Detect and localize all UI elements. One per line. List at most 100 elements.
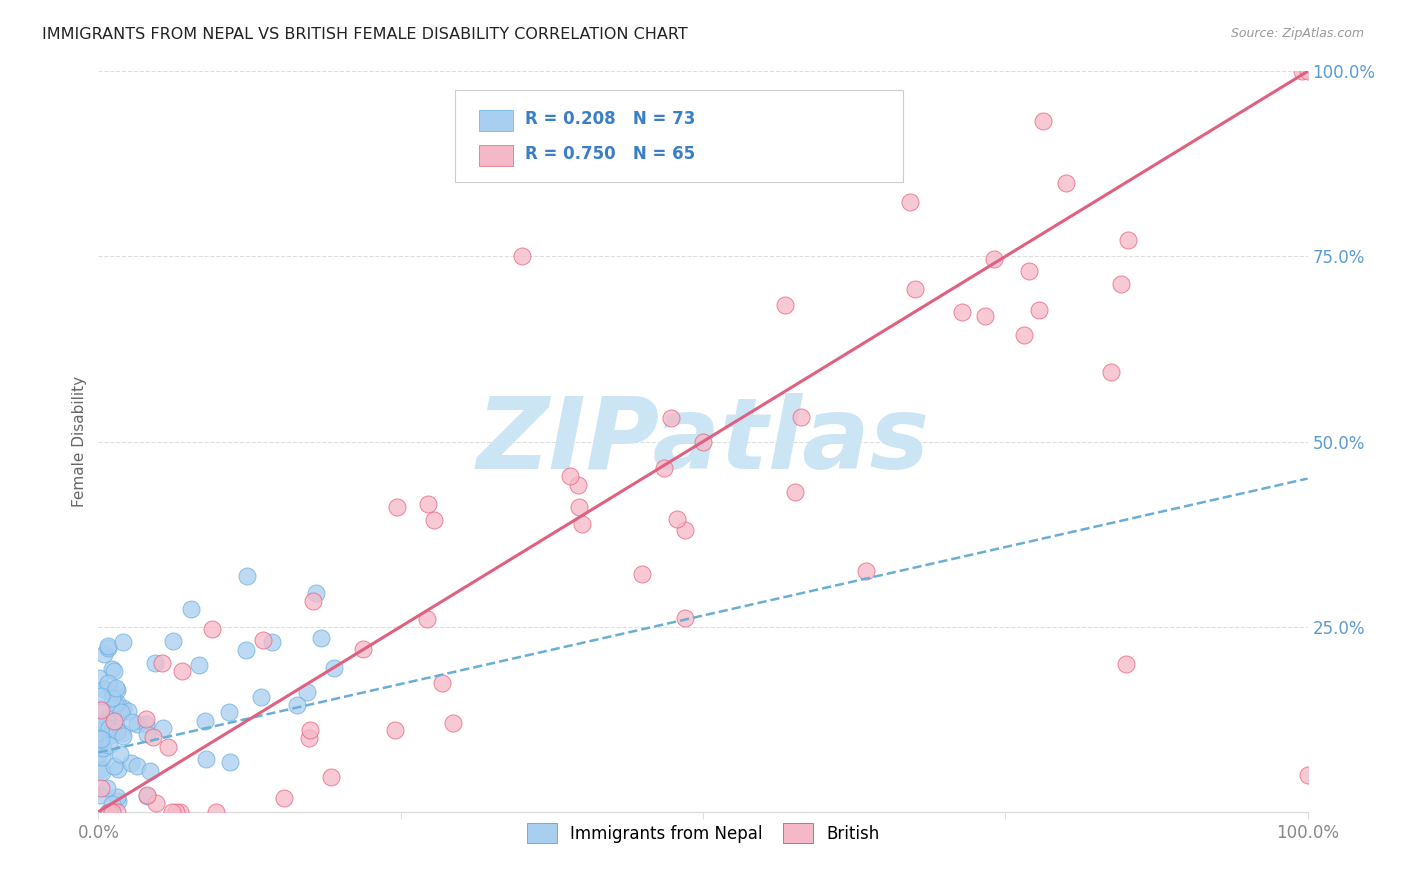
Point [97, 640, 120, 655]
Point [162, 634, 184, 648]
Point [558, 469, 581, 483]
Point [90, 689, 112, 703]
Point [91, 749, 114, 764]
Point [97, 805, 120, 819]
Point [205, 805, 228, 819]
Text: ZIPatlas: ZIPatlas [477, 393, 929, 490]
Point [298, 731, 321, 745]
Point [121, 715, 143, 730]
Point [665, 512, 688, 526]
Point [135, 788, 157, 802]
Point [385, 500, 408, 515]
Point [1109, 277, 1132, 291]
FancyBboxPatch shape [479, 110, 513, 130]
Point [89, 731, 111, 746]
Point [219, 755, 242, 769]
Point [90, 780, 112, 795]
Point [152, 721, 174, 735]
Point [160, 805, 183, 819]
Point [898, 194, 921, 209]
Point [120, 756, 142, 770]
Point [87, 747, 110, 761]
Point [571, 517, 593, 532]
Point [673, 523, 696, 537]
Point [93, 647, 115, 661]
Point [145, 797, 167, 811]
Point [107, 762, 129, 776]
Point [236, 569, 259, 583]
Point [111, 725, 134, 739]
Point [90, 741, 112, 756]
Point [93, 681, 115, 696]
Point [950, 305, 973, 319]
Text: R = 0.208   N = 73: R = 0.208 N = 73 [526, 110, 696, 128]
Point [441, 715, 464, 730]
Point [100, 691, 122, 706]
Point [93, 722, 115, 736]
Point [135, 716, 157, 731]
Point [135, 789, 157, 804]
Point [299, 723, 322, 737]
Point [98, 721, 121, 735]
Point [105, 789, 128, 804]
Point [96, 711, 118, 725]
Point [432, 675, 454, 690]
Point [103, 759, 125, 773]
Point [568, 500, 591, 515]
Point [125, 717, 148, 731]
FancyBboxPatch shape [479, 145, 513, 166]
Point [790, 409, 813, 424]
Point [157, 739, 180, 754]
Point [285, 698, 308, 713]
Point [631, 567, 654, 582]
Point [352, 641, 374, 656]
Point [904, 282, 927, 296]
Point [125, 759, 148, 773]
Point [218, 706, 240, 720]
Point [101, 805, 124, 819]
Point [103, 714, 125, 729]
Point [117, 704, 139, 718]
Point [510, 250, 533, 264]
Point [1115, 657, 1137, 671]
Point [105, 805, 128, 819]
Point [302, 593, 325, 607]
Point [1116, 233, 1139, 247]
Point [135, 727, 157, 741]
Point [110, 705, 132, 719]
Point [775, 298, 797, 312]
Point [108, 747, 131, 761]
Point [98, 738, 121, 752]
Point [423, 513, 446, 527]
Point [103, 716, 125, 731]
Point [107, 794, 129, 808]
Point [273, 790, 295, 805]
Point [103, 686, 125, 700]
Text: IMMIGRANTS FROM NEPAL VS BRITISH FEMALE DISABILITY CORRELATION CHART: IMMIGRANTS FROM NEPAL VS BRITISH FEMALE … [42, 27, 688, 42]
Point [974, 309, 997, 323]
Point [235, 643, 257, 657]
Point [194, 714, 217, 728]
Point [100, 662, 122, 676]
Point [1032, 114, 1054, 128]
Point [188, 658, 211, 673]
Point [1028, 302, 1050, 317]
Point [659, 411, 682, 425]
Point [135, 712, 157, 726]
Point [249, 690, 271, 704]
Point [1296, 64, 1319, 78]
Point [1054, 176, 1077, 190]
Y-axis label: Female Disability: Female Disability [72, 376, 87, 508]
Point [91, 741, 114, 756]
Point [105, 723, 128, 738]
Point [1296, 767, 1319, 781]
Point [143, 656, 166, 670]
Point [983, 252, 1005, 266]
Point [172, 664, 194, 678]
Point [112, 635, 135, 649]
Point [90, 731, 112, 746]
Point [319, 771, 342, 785]
Legend: Immigrants from Nepal, British: Immigrants from Nepal, British [519, 814, 887, 852]
Point [1014, 328, 1036, 343]
Point [107, 683, 129, 698]
